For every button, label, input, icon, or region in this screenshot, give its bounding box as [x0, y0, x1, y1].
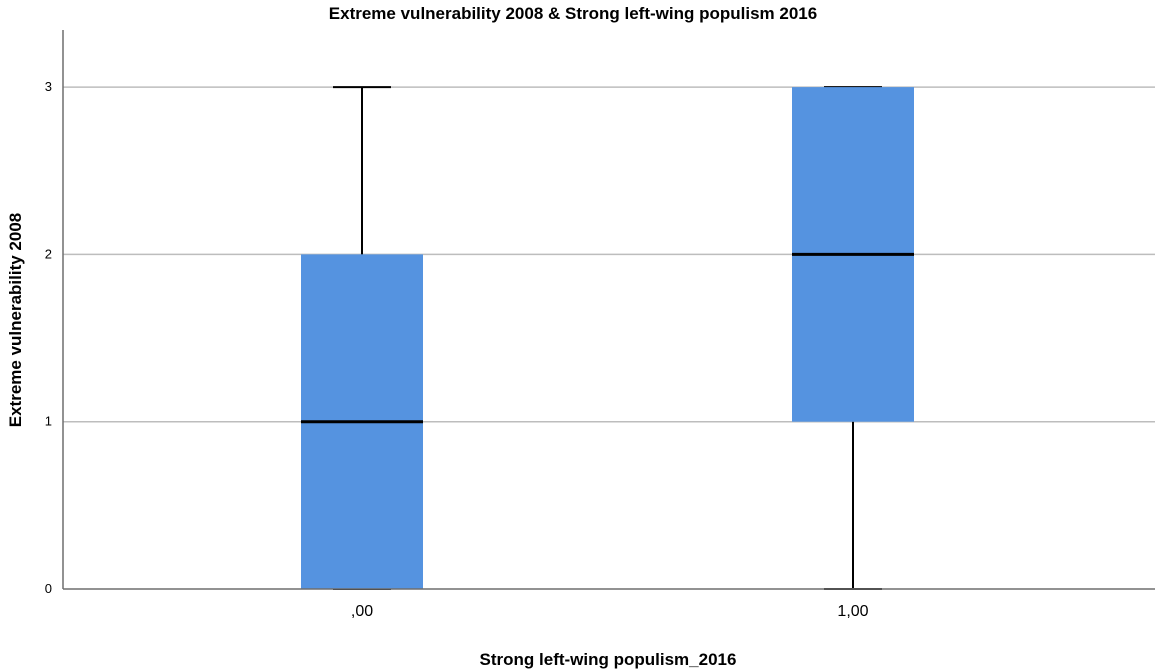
box-0: [301, 86, 423, 590]
y-tick-label: 0: [45, 581, 52, 596]
x-tick-label: ,00: [351, 603, 373, 620]
y-tick-labels: 0 1 2 3: [45, 79, 52, 596]
box-1: [792, 86, 914, 590]
boxes: [301, 86, 914, 590]
chart-title: Extreme vulnerability 2008 & Strong left…: [329, 4, 817, 23]
x-tick-labels: ,00 1,00: [351, 603, 869, 620]
gridlines: [63, 86, 1155, 423]
y-tick-label: 2: [45, 246, 52, 261]
y-tick-label: 3: [45, 79, 52, 94]
y-tick-label: 1: [45, 414, 52, 429]
x-axis-label: Strong left-wing populism_2016: [480, 650, 737, 669]
y-axis-label: Extreme vulnerability 2008: [6, 213, 25, 428]
x-tick-label: 1,00: [837, 603, 868, 620]
